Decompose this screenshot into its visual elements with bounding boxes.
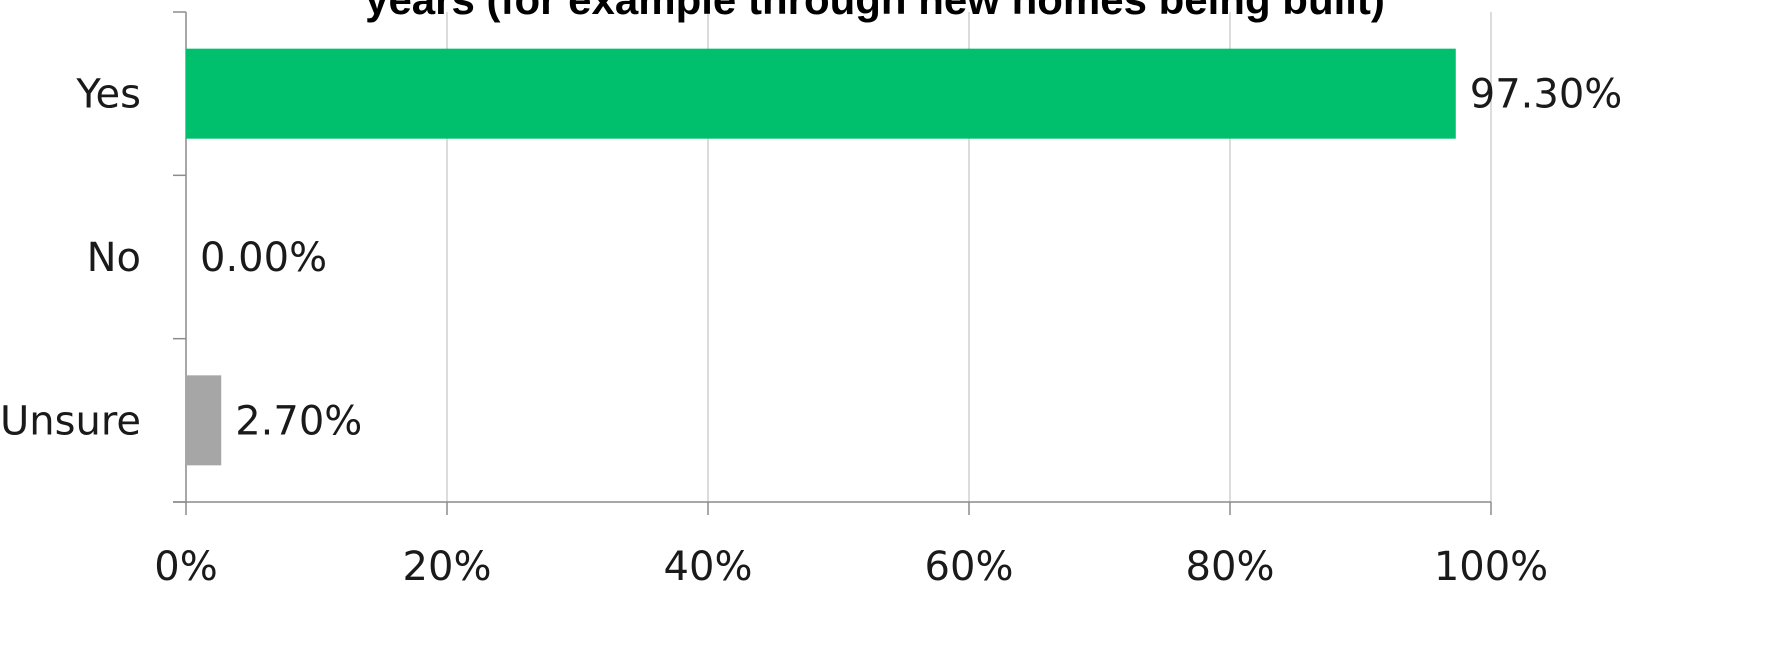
category-label: Unsure [0, 398, 141, 444]
data-label: 0.00% [200, 235, 327, 281]
labels: 0% 20% 40% 60% 80% 100% Yes 97.30% No 0.00% Unsure… [0, 72, 1622, 590]
bars [186, 48, 1456, 466]
data-label: 97.30% [1470, 72, 1623, 118]
chart-title: years (for example through new homes bei… [365, 0, 1385, 23]
x-tick-label: 60% [925, 544, 1014, 590]
x-tick-label: 40% [664, 544, 753, 590]
category-label: No [87, 235, 141, 281]
category-label: Yes [75, 72, 141, 118]
x-tick-label: 80% [1186, 544, 1275, 590]
bar-yes [186, 48, 1456, 139]
bar-unsure [186, 375, 222, 466]
x-tick-label: 0% [154, 544, 217, 590]
data-label: 2.70% [235, 398, 362, 444]
x-tick-label: 100% [1434, 544, 1548, 590]
x-tick-label: 20% [403, 544, 492, 590]
